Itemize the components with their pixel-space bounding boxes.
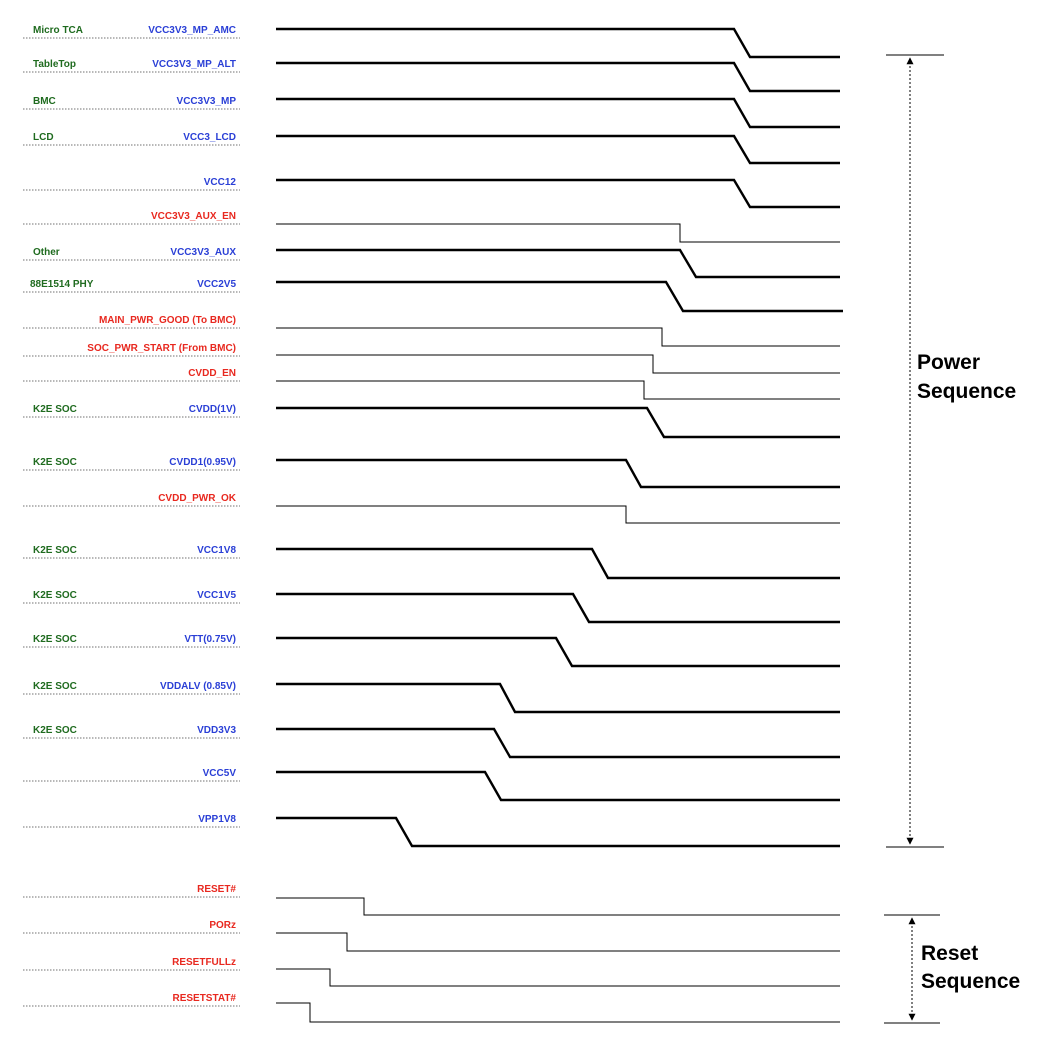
waveform-trace: [276, 223, 840, 243]
signal-row-reset: RESET#: [23, 884, 840, 916]
waveform-trace: [276, 1002, 840, 1023]
signal-row-resetfullz: RESETFULLz: [23, 957, 840, 987]
signal-row-vcc3v3-aux-en: VCC3V3_AUX_EN: [23, 211, 840, 243]
signal-row-vdd3v3: K2E SOC VDD3V3: [23, 725, 840, 759]
signal-row-vcc1v8: K2E SOC VCC1V8: [23, 545, 840, 580]
signal-name-label: SOC_PWR_START (From BMC): [87, 343, 236, 354]
signal-row-vcc3v3-mp-amc: Micro TCA VCC3V3_MP_AMC: [23, 25, 840, 59]
group-label: Other: [33, 247, 60, 258]
signal-row-vcc12: VCC12: [23, 177, 840, 209]
waveform-trace: [276, 61, 840, 93]
group-label: TableTop: [33, 59, 76, 70]
signal-name-label: VCC3V3_MP_ALT: [152, 59, 236, 70]
signal-row-vcc3v3-aux: Other VCC3V3_AUX: [23, 247, 840, 279]
signal-name-label: VPP1V8: [198, 814, 236, 825]
waveform-trace: [276, 592, 840, 624]
signal-name-label: VCC1V5: [197, 590, 236, 601]
waveform-trace: [276, 97, 840, 129]
signal-name-label: VDD3V3: [197, 725, 236, 736]
waveform-trace: [276, 354, 840, 374]
signal-row-vpp1v8: VPP1V8: [23, 814, 840, 848]
signal-row-vcc2v5: 88E1514 PHY VCC2V5: [23, 279, 843, 313]
signal-row-resetstat: RESETSTAT#: [23, 993, 840, 1023]
group-label: K2E SOC: [33, 404, 77, 415]
signal-name-label: RESET#: [197, 884, 236, 895]
signal-name-label: RESETSTAT#: [172, 993, 236, 1004]
signal-name-label: VCC2V5: [197, 279, 236, 290]
signal-name-label: VDDALV (0.85V): [160, 681, 236, 692]
signal-name-label: VTT(0.75V): [184, 634, 236, 645]
signal-row-cvdd1-0-95v: K2E SOC CVDD1(0.95V): [23, 457, 840, 489]
group-label: 88E1514 PHY: [30, 279, 94, 290]
group-label: LCD: [33, 132, 54, 143]
signal-rows: Micro TCA VCC3V3_MP_AMC TableTop VCC3V3_MP_…: [23, 25, 843, 1023]
signal-row-porz: PORz: [23, 920, 840, 952]
waveform-trace: [276, 816, 840, 848]
signal-row-cvdd-en: CVDD_EN: [23, 368, 840, 400]
group-label: K2E SOC: [33, 545, 77, 556]
waveform-trace: [276, 458, 840, 489]
group-label: BMC: [33, 96, 56, 107]
signal-row-vcc5v: VCC5V: [23, 768, 840, 802]
waveform-trace: [276, 280, 843, 313]
waveform-trace: [276, 27, 840, 59]
signal-row-soc-pwr-start-from-bmc: SOC_PWR_START (From BMC): [23, 343, 840, 374]
signal-row-vcc1v5: K2E SOC VCC1V5: [23, 590, 840, 624]
waveform-trace: [276, 547, 840, 580]
signal-name-label: CVDD_EN: [188, 368, 236, 379]
signal-row-vtt-0-75v: K2E SOC VTT(0.75V): [23, 634, 840, 668]
signal-row-vddalv-0-85v: K2E SOC VDDALV (0.85V): [23, 681, 840, 714]
signal-row-cvdd-1v: K2E SOC CVDD(1V): [23, 404, 840, 439]
waveform-trace: [276, 178, 840, 209]
power-label-line1: Power: [917, 351, 980, 374]
power-sequence-bracket: Power Sequence: [886, 54, 1016, 848]
signal-name-label: VCC3V3_AUX: [170, 247, 236, 258]
reset-label-line1: Reset: [921, 942, 978, 965]
group-label: K2E SOC: [33, 590, 77, 601]
signal-name-label: VCC12: [204, 177, 237, 188]
signal-name-label: VCC3V3_AUX_EN: [151, 211, 236, 222]
signal-row-main-pwr-good-to-bmc: MAIN_PWR_GOOD (To BMC): [23, 315, 840, 347]
waveform-trace: [276, 248, 840, 279]
waveform-trace: [276, 406, 840, 439]
signal-name-label: RESETFULLz: [172, 957, 236, 968]
signal-name-label: VCC3_LCD: [183, 132, 236, 143]
signal-name-label: VCC3V3_MP_AMC: [148, 25, 236, 36]
signal-row-vcc3v3-mp: BMC VCC3V3_MP: [23, 96, 840, 129]
waveform-trace: [276, 682, 840, 714]
waveform-trace: [276, 134, 840, 165]
waveform-trace: [276, 636, 840, 668]
group-label: K2E SOC: [33, 457, 77, 468]
waveform-trace: [276, 770, 840, 802]
signal-name-label: VCC3V3_MP: [177, 96, 237, 107]
signal-name-label: MAIN_PWR_GOOD (To BMC): [99, 315, 236, 326]
waveform-trace: [276, 727, 840, 759]
waveform-trace: [276, 380, 840, 400]
reset-sequence-bracket: Reset Sequence: [884, 914, 1020, 1024]
signal-name-label: CVDD_PWR_OK: [158, 493, 237, 504]
signal-name-label: CVDD1(0.95V): [169, 457, 236, 468]
signal-row-cvdd-pwr-ok: CVDD_PWR_OK: [23, 493, 840, 524]
group-label: K2E SOC: [33, 725, 77, 736]
group-label: K2E SOC: [33, 681, 77, 692]
signal-name-label: VCC1V8: [197, 545, 236, 556]
power-label-line2: Sequence: [917, 380, 1016, 403]
waveform-trace: [276, 327, 840, 347]
waveform-trace: [276, 968, 840, 987]
signal-name-label: VCC5V: [203, 768, 237, 779]
signal-row-vcc3-lcd: LCD VCC3_LCD: [23, 132, 840, 165]
waveform-trace: [276, 932, 840, 952]
group-label: K2E SOC: [33, 634, 77, 645]
signal-name-label: PORz: [209, 920, 236, 931]
group-label: Micro TCA: [33, 25, 83, 36]
waveform-trace: [276, 505, 840, 524]
waveform-trace: [276, 897, 840, 916]
signal-row-vcc3v3-mp-alt: TableTop VCC3V3_MP_ALT: [23, 59, 840, 93]
reset-label-line2: Sequence: [921, 970, 1020, 993]
signal-name-label: CVDD(1V): [189, 404, 236, 415]
